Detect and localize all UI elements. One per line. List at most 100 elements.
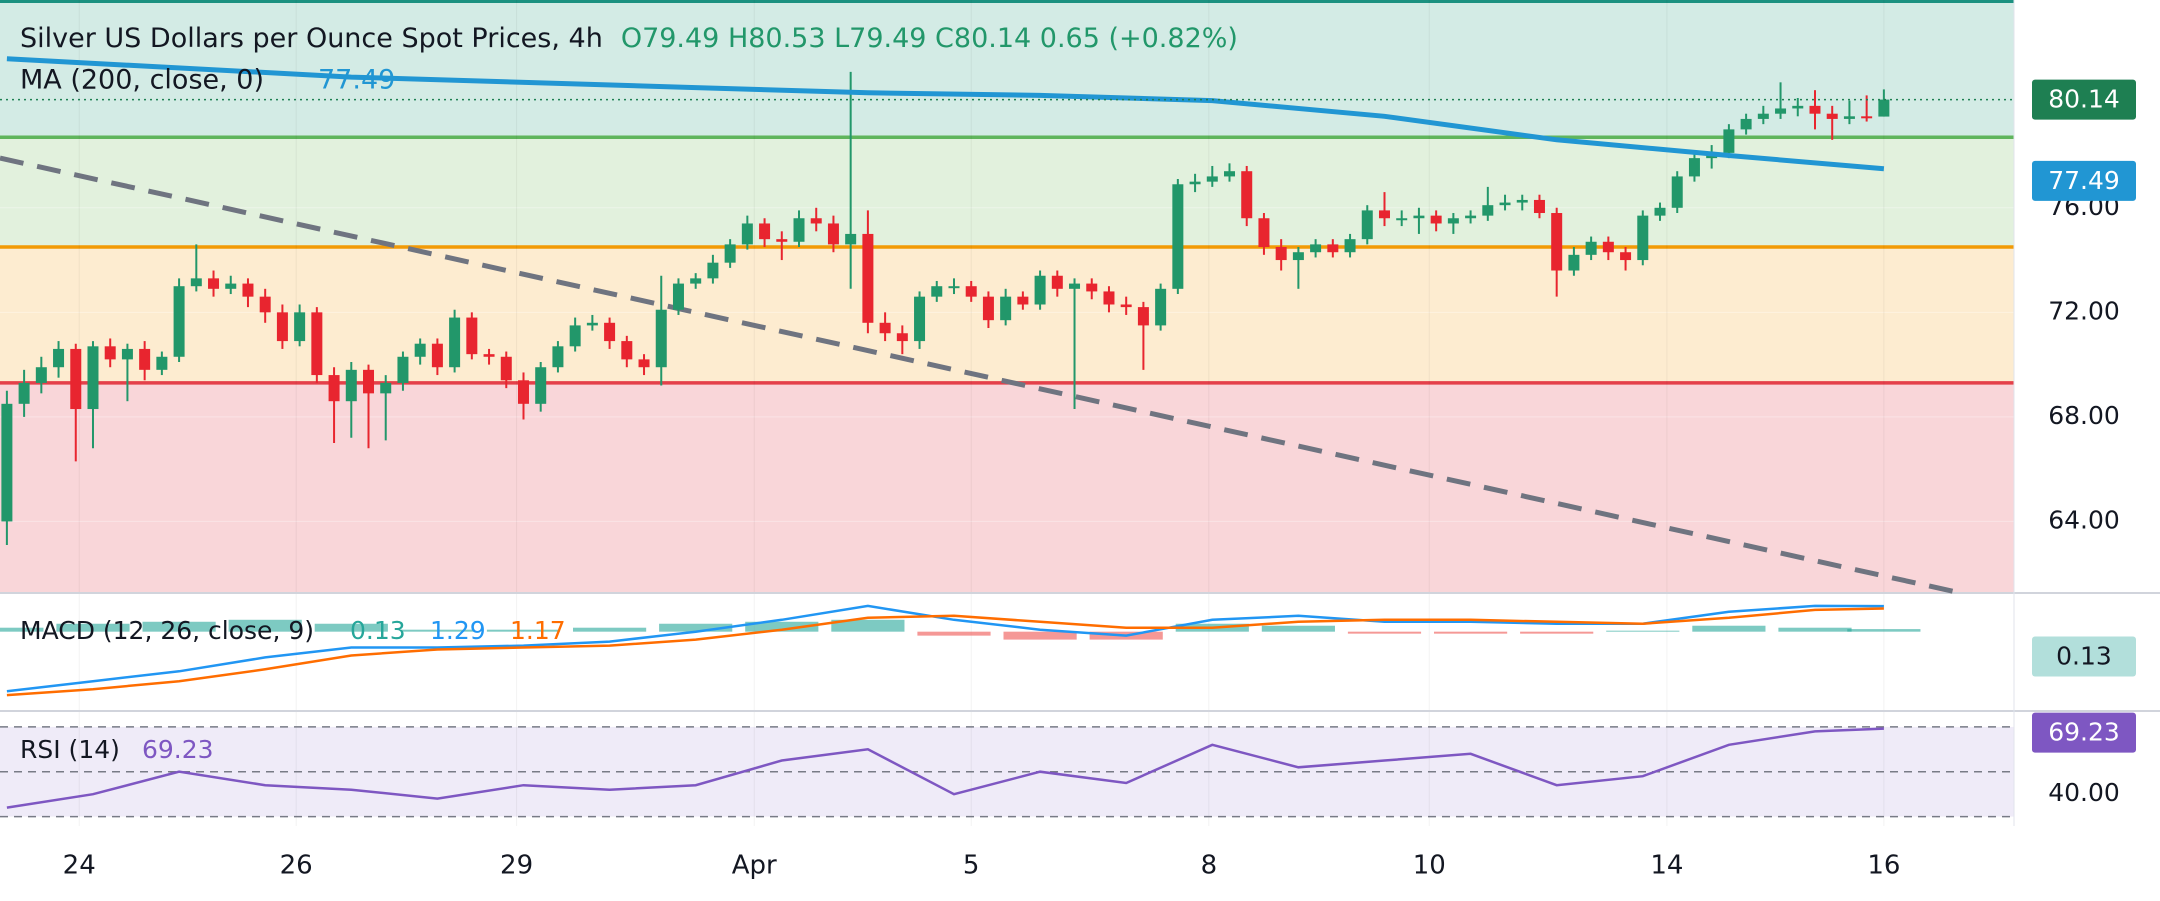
candle-body bbox=[345, 369, 357, 402]
candle-body bbox=[225, 283, 237, 289]
candle-body bbox=[1482, 205, 1494, 216]
candle-body bbox=[363, 369, 375, 394]
ma-line bbox=[6, 56, 1885, 172]
candle-body bbox=[1654, 207, 1666, 216]
histogram-bar bbox=[142, 621, 216, 632]
candle-body bbox=[1086, 283, 1098, 292]
candle-body bbox=[552, 346, 564, 368]
ma-badge-bg bbox=[2032, 160, 2136, 201]
histogram-bar bbox=[1847, 629, 1921, 632]
candle-body bbox=[759, 223, 771, 240]
candle-body bbox=[328, 375, 340, 402]
rsi-badge-bg bbox=[2032, 712, 2136, 753]
candle-body bbox=[173, 286, 185, 357]
ma-badge: 77.49 bbox=[2048, 166, 2120, 195]
candle-body bbox=[276, 312, 288, 342]
title-text: Silver US Dollars per Ounce Spot Prices,… bbox=[20, 23, 603, 54]
candle-body bbox=[1809, 105, 1821, 114]
candle-body bbox=[414, 343, 426, 357]
histogram-bar bbox=[486, 629, 561, 632]
candle-body bbox=[569, 325, 581, 347]
candle-body bbox=[1585, 241, 1597, 255]
candle-body bbox=[1378, 210, 1390, 219]
candle-body bbox=[1361, 210, 1373, 240]
candle-body bbox=[208, 278, 220, 289]
candle-body bbox=[707, 262, 719, 279]
candle-body bbox=[827, 223, 839, 245]
rsi-line bbox=[6, 727, 1884, 809]
histogram-bar bbox=[659, 623, 733, 632]
candle-body bbox=[931, 286, 943, 297]
candle-body bbox=[139, 348, 151, 370]
candle-body bbox=[1275, 246, 1287, 261]
close-badge-bg bbox=[2032, 79, 2136, 120]
candle-body bbox=[1224, 171, 1236, 177]
candle-body bbox=[724, 244, 736, 263]
ma-legend: MA (200, close, 0) bbox=[20, 65, 264, 96]
candle-body bbox=[1155, 288, 1167, 326]
histogram-bar bbox=[745, 621, 819, 632]
candle-body bbox=[1499, 202, 1511, 206]
histogram-bar bbox=[0, 627, 44, 632]
macd-badge: 0.13 bbox=[2056, 642, 2112, 671]
candle-body bbox=[1103, 291, 1115, 305]
candle-body bbox=[156, 356, 168, 370]
candle-body bbox=[53, 348, 65, 368]
histogram-bar bbox=[1692, 625, 1766, 632]
candle-body bbox=[259, 296, 271, 313]
rsi-legend: RSI (14) bbox=[20, 735, 120, 764]
macd-badge-bg bbox=[2032, 636, 2136, 677]
x-tick-label: 5 bbox=[963, 851, 980, 881]
candle-body bbox=[896, 333, 908, 342]
histogram-bar bbox=[1347, 631, 1422, 634]
macd-legend-value: 0.13 bbox=[350, 616, 406, 645]
y-tick-label: 68.00 bbox=[2048, 401, 2120, 430]
zone bbox=[0, 382, 2014, 592]
candle-body bbox=[397, 356, 409, 383]
candle-body bbox=[483, 354, 495, 357]
histogram-bar bbox=[1778, 627, 1852, 632]
candle-body bbox=[1430, 215, 1442, 224]
marks bbox=[0, 56, 2014, 809]
candle-body bbox=[1861, 116, 1873, 119]
candle-body bbox=[1792, 105, 1804, 109]
candle-body bbox=[1120, 304, 1132, 308]
candle-body bbox=[1465, 215, 1477, 219]
macd-legend-value: 1.29 bbox=[430, 616, 486, 645]
x-tick-label: 16 bbox=[1867, 851, 1900, 881]
candle-body bbox=[982, 296, 994, 321]
histogram-bar bbox=[314, 623, 388, 632]
candle-body bbox=[741, 223, 753, 245]
histogram-bar bbox=[56, 623, 130, 632]
candle-body bbox=[1034, 275, 1046, 305]
candle-body bbox=[1671, 176, 1683, 208]
candle-body bbox=[672, 283, 684, 310]
x-tick-label: Apr bbox=[732, 851, 777, 881]
candle-body bbox=[621, 341, 633, 360]
candle-body bbox=[655, 309, 667, 368]
candle-body bbox=[535, 367, 547, 404]
candle-body bbox=[500, 356, 512, 381]
rsi-band bbox=[0, 726, 2014, 817]
candle-body bbox=[586, 322, 598, 326]
candle-body bbox=[1688, 158, 1700, 177]
candle-body bbox=[1051, 275, 1063, 289]
candle-body bbox=[449, 317, 461, 368]
candle-body bbox=[35, 367, 47, 383]
candle-body bbox=[1172, 184, 1184, 289]
x-tick-label: 8 bbox=[1201, 851, 1218, 881]
candle-body bbox=[948, 286, 960, 289]
candle-body bbox=[845, 233, 857, 245]
candle-body bbox=[1516, 199, 1528, 203]
histogram-bar bbox=[1003, 631, 1077, 640]
candle-body bbox=[793, 218, 805, 242]
y-tick-label: 72.00 bbox=[2048, 296, 2120, 325]
macd-legend: MACD (12, 26, close, 9) bbox=[20, 616, 314, 645]
ma-legend-value: 77.49 bbox=[318, 65, 395, 96]
candle-body bbox=[1602, 241, 1614, 253]
histogram-bar bbox=[1520, 631, 1594, 634]
trendline bbox=[0, 155, 1957, 595]
rsi-legend-value: 69.23 bbox=[142, 735, 214, 764]
x-tick-label: 14 bbox=[1650, 851, 1683, 881]
